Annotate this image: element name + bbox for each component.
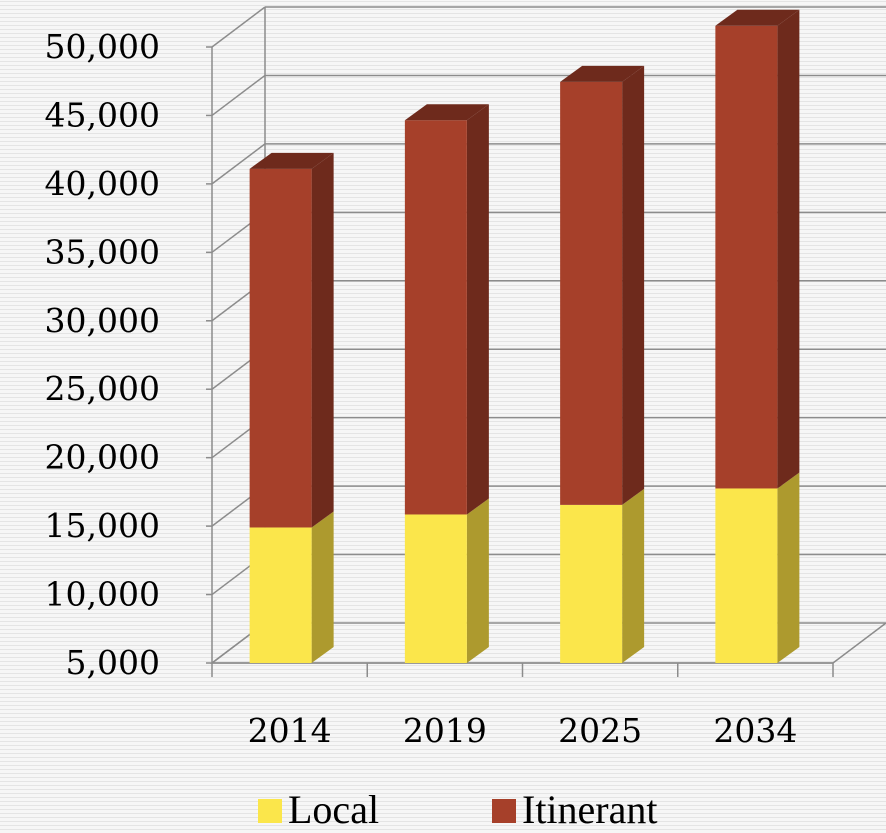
y-tick-label: 5,000 — [66, 643, 160, 682]
legend: Local Itinerant — [258, 787, 658, 832]
bar-top — [560, 65, 645, 82]
y-tick-label: 50,000 — [45, 27, 160, 66]
x-axis-tick-labels: 2014 2019 2025 2034 — [248, 711, 798, 750]
y-axis-tick-labels: 5,000 10,000 15,000 20,000 25,000 30,000 35,00… — [45, 27, 160, 682]
legend-swatch-itinerant — [492, 799, 516, 823]
legend-label-local: Local — [288, 787, 379, 832]
bar-local-2014 — [249, 527, 312, 663]
bar-itinerant-2019 — [404, 120, 467, 515]
bar-itinerant-2014 — [249, 168, 312, 528]
y-tick-label: 15,000 — [45, 506, 160, 545]
bar-side-local — [777, 472, 800, 663]
bar-side-local — [466, 498, 489, 663]
bar-side-itinerant — [311, 152, 334, 528]
bar-side-local — [622, 488, 645, 663]
bar-top — [249, 152, 334, 169]
bar-top — [715, 9, 800, 26]
x-tick-label: 2019 — [403, 711, 487, 750]
gridline-depth — [211, 6, 266, 48]
gridline-depth — [211, 143, 266, 185]
bar-side-local — [311, 511, 334, 663]
bar-side-itinerant — [622, 65, 645, 505]
bar-local-2034 — [715, 488, 778, 663]
y-tick-label: 45,000 — [45, 95, 160, 134]
y-tick-label: 40,000 — [45, 164, 160, 203]
y-tick-label: 30,000 — [45, 301, 160, 340]
y-tick-label: 25,000 — [45, 369, 160, 408]
bar-itinerant-2034 — [715, 25, 778, 489]
bar-local-2025 — [560, 504, 623, 663]
bar-side-itinerant — [777, 9, 800, 489]
bar-side-itinerant — [466, 104, 489, 515]
gridline-depth — [211, 74, 266, 117]
legend-swatch-local — [258, 799, 282, 823]
y-tick-label: 20,000 — [45, 438, 160, 477]
bars — [249, 9, 800, 663]
bar-local-2019 — [404, 514, 467, 663]
legend-label-itinerant: Itinerant — [522, 787, 658, 832]
x-tick-label: 2025 — [558, 711, 642, 750]
bar-itinerant-2025 — [560, 81, 623, 505]
y-tick-label: 35,000 — [45, 232, 160, 271]
y-tick-label: 10,000 — [45, 575, 160, 614]
bar-top — [404, 104, 489, 121]
x-tick-label: 2034 — [713, 711, 797, 750]
x-tick-label: 2014 — [248, 711, 332, 750]
